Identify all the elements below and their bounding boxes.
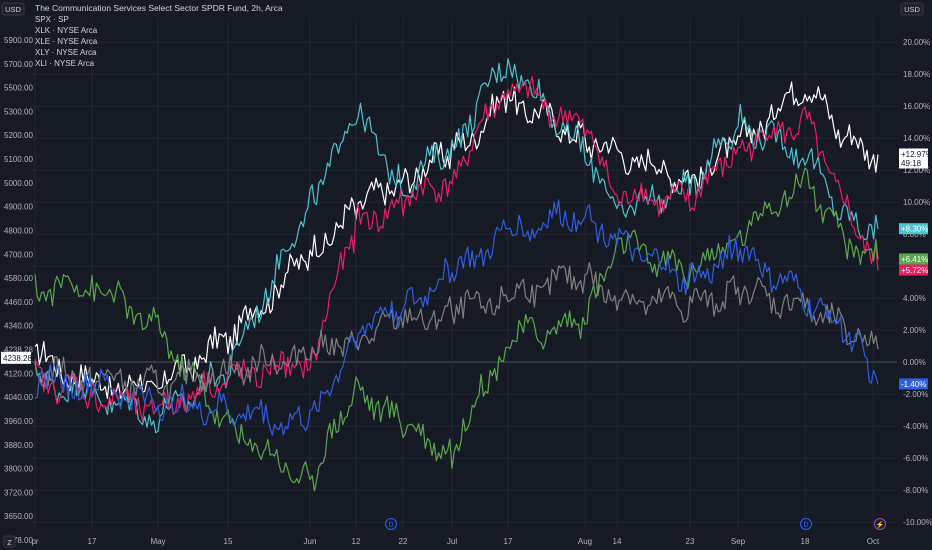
x-tick-label: pr (31, 537, 38, 546)
last-value-text: +12.97% (901, 150, 932, 159)
last-value-badges: +12.97%49:18 +8.30% +5.72% +6.41% -1.40% (899, 148, 932, 390)
timezone-icon[interactable]: Z (3, 535, 16, 548)
svg-text:D: D (388, 522, 393, 529)
series-line-xle[interactable] (34, 167, 879, 492)
left-tick-label: 4800.00 (4, 226, 33, 235)
series-line-xli[interactable] (34, 262, 879, 405)
right-tick-label: -6.00% (903, 454, 928, 463)
last-value-text: +8.30% (901, 225, 928, 234)
legend-item-spx[interactable]: SPX · SP (35, 15, 69, 24)
right-tick-label: 4.00% (903, 294, 926, 303)
left-price-axis[interactable]: 5900.00 5700.00 5500.00 5300.00 5200.00 5100.… (1, 36, 33, 545)
x-tick-label: 14 (613, 537, 622, 546)
last-value-text: +5.72% (901, 266, 928, 275)
x-tick-label: 17 (88, 537, 97, 546)
x-tick-label: Oct (867, 537, 880, 546)
right-tick-label: 12.00% (903, 166, 930, 175)
left-tick-label: 3578.00 (4, 536, 33, 545)
last-value-badge (899, 223, 928, 235)
left-tick-label: 3720.00 (4, 488, 33, 497)
right-tick-label: 8.00% (903, 230, 926, 239)
legend-item-xlk[interactable]: XLK · NYSE Arca (35, 26, 98, 35)
left-tick-label: 4340.00 (4, 322, 33, 331)
left-current-value-badge (1, 351, 31, 364)
left-tick-label: 3800.00 (4, 465, 33, 474)
right-tick-label: 10.00% (903, 198, 930, 207)
left-tick-label: 4040.00 (4, 393, 33, 402)
right-tick-label: -2.00% (903, 390, 928, 399)
left-currency-button[interactable]: USD (1, 2, 25, 16)
right-percent-axis[interactable]: 20.00% 18.00% 16.00% 14.00% 12.00% 10.00% 8.00… (903, 38, 932, 527)
bar-countdown-text: 49:18 (901, 159, 922, 168)
right-tick-label: 0.00% (903, 358, 926, 367)
right-tick-label: -8.00% (903, 486, 928, 495)
right-tick-label: 16.00% (903, 102, 930, 111)
left-currency-label: USD (5, 5, 21, 14)
left-tick-label: 3960.00 (4, 417, 33, 426)
left-tick-label: 3650.00 (4, 512, 33, 521)
legend-item-xly[interactable]: XLY · NYSE Arca (35, 48, 97, 57)
last-value-text: +6.41% (901, 255, 928, 264)
left-tick-label: 5000.00 (4, 179, 33, 188)
last-value-badge (899, 148, 928, 169)
x-tick-label: 12 (352, 537, 361, 546)
left-tick-label: 3880.00 (4, 441, 33, 450)
right-tick-label: 20.00% (903, 38, 930, 47)
x-tick-label: Jun (304, 537, 317, 546)
series-line-xlk[interactable] (34, 58, 879, 434)
chart-title: The Communication Services Select Sector… (35, 3, 283, 13)
x-tick-label: 23 (686, 537, 695, 546)
svg-text:D: D (803, 522, 808, 529)
last-value-badge (899, 264, 928, 276)
left-tick-label: 4700.00 (4, 250, 33, 259)
right-tick-label: 2.00% (903, 326, 926, 335)
last-value-badge (899, 253, 928, 265)
right-currency-label: USD (904, 5, 920, 14)
left-tick-label: 4238.28 (4, 346, 33, 355)
left-tick-label: 4580.00 (4, 274, 33, 283)
earnings-event-icon[interactable]: ⚡ (874, 518, 886, 530)
last-value-badge (899, 378, 928, 390)
right-tick-label: 18.00% (903, 70, 930, 79)
x-tick-label: Aug (578, 537, 592, 546)
x-tick-label: 18 (801, 537, 810, 546)
series-lines (34, 58, 879, 492)
right-tick-label: -10.00% (903, 518, 932, 527)
left-tick-label: 5100.00 (4, 155, 33, 164)
x-tick-label: May (150, 537, 165, 546)
time-axis[interactable]: pr 17 May 15 Jun 12 22 Jul 17 Aug 14 23 Sep 18 Oct (31, 537, 880, 546)
svg-text:Z: Z (7, 538, 12, 547)
left-current-value-text: 4238.28 (3, 354, 32, 363)
left-tick-label: 5700.00 (4, 60, 33, 69)
right-tick-label: 14.00% (903, 134, 930, 143)
left-tick-label: 4120.00 (4, 369, 33, 378)
x-tick-label: 15 (224, 537, 233, 546)
left-tick-label: 4900.00 (4, 203, 33, 212)
svg-text:⚡: ⚡ (876, 520, 885, 529)
left-tick-label: 5200.00 (4, 131, 33, 140)
right-tick-label: -4.00% (903, 422, 928, 431)
right-currency-button[interactable]: USD (900, 2, 924, 16)
dividend-event-icon[interactable]: D (385, 518, 397, 530)
series-line-the[interactable] (34, 81, 879, 400)
left-tick-label: 5300.00 (4, 107, 33, 116)
left-tick-label: 5900.00 (4, 36, 33, 45)
last-value-text: -1.40% (901, 380, 926, 389)
x-tick-label: Jul (447, 537, 457, 546)
x-tick-label: 22 (399, 537, 408, 546)
x-tick-label: 17 (504, 537, 513, 546)
dividend-event-icon[interactable]: D (800, 518, 812, 530)
legend-item-xli[interactable]: XLI · NYSE Arca (35, 59, 95, 68)
series-line-spx[interactable] (34, 199, 879, 436)
left-tick-label: 4460.00 (4, 298, 33, 307)
grid (30, 18, 897, 530)
legend-item-xle[interactable]: XLE · NYSE Arca (35, 37, 98, 46)
x-tick-label: Sep (731, 537, 746, 546)
left-tick-label: 5500.00 (4, 84, 33, 93)
